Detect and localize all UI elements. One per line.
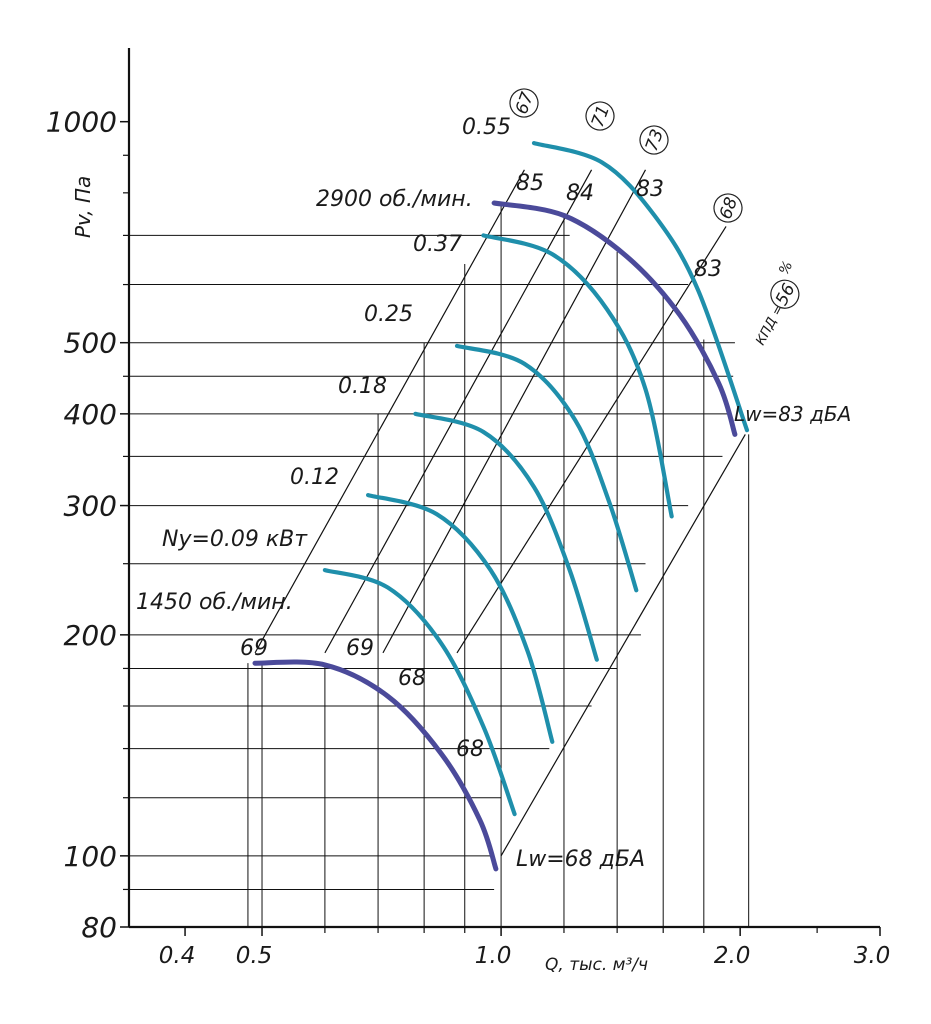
efficiency-marker-73: 73 [639, 125, 669, 155]
efficiency-label: КПД = 56 % [753, 259, 799, 348]
y-tick-label-400: 400 [64, 398, 117, 431]
sound-level-83-b: 83 [694, 257, 722, 282]
sound-level-84: 84 [566, 181, 594, 206]
y-axis-label: Pv, Па [71, 176, 95, 238]
x-tick-label-1.0: 1.0 [475, 943, 512, 969]
y-tick-label-100: 100 [64, 840, 117, 873]
power-curve-0.18 [413, 411, 599, 662]
sound-label-high: Lw=83 дБА [734, 402, 851, 426]
power-label-0.12: 0.12 [290, 465, 339, 490]
sound-level-85: 85 [516, 171, 544, 196]
speed-curve-1450.. [252, 659, 499, 872]
efficiency-line-68 [456, 226, 727, 654]
efficiency-unit: % [776, 259, 796, 278]
efficiency-marker-67: 67 [509, 88, 539, 118]
y-tick-label-1000: 1000 [46, 106, 117, 139]
efficiency-marker-68: 68 [713, 193, 743, 223]
x-tick-label-2.0: 2.0 [714, 943, 751, 969]
power-curve-0.12 [366, 493, 555, 744]
efficiency-line-56 [500, 434, 746, 857]
x-tick-label-0.4: 0.4 [159, 943, 196, 969]
sound-level-83-a: 83 [636, 177, 664, 202]
speed-curve-2900.. [491, 200, 738, 437]
sound-level-68-a: 68 [398, 666, 426, 691]
sound-label-low: Lw=68 дБА [516, 847, 645, 872]
y-tick-label-80: 80 [81, 911, 117, 944]
power-label-0.25: 0.25 [364, 302, 413, 327]
sound-level-69-a: 69 [240, 636, 268, 661]
power-curve-0.55 [531, 141, 750, 433]
x-axis-label: Q, тыс. м³/ч [545, 955, 648, 975]
power-label-0.18: 0.18 [338, 374, 387, 399]
efficiency-line-73 [382, 169, 647, 654]
power-label-0.55: 0.55 [462, 115, 511, 140]
x-tick-label-3.0: 3.0 [854, 943, 891, 969]
efficiency-line-67 [254, 169, 525, 654]
y-tick-label-500: 500 [64, 327, 117, 360]
x-tick-label-0.5: 0.5 [236, 943, 273, 969]
power-curve-0.37 [481, 233, 674, 519]
axis-ticks: 80 100 200 300 400 500 1000 0.4 0.5 1.0 2.0 3.0 [46, 106, 891, 969]
power-label-0.37: 0.37 [413, 232, 462, 257]
y-tick-label-300: 300 [64, 490, 117, 523]
performance-curves [252, 141, 750, 872]
sound-level-68-b: 68 [456, 737, 484, 762]
speed-label-1450: 1450 об./мин. [136, 590, 293, 615]
efficiency-marker-71: 71 [585, 101, 615, 131]
guide-lines [129, 202, 750, 927]
power-label-0.09: Ny=0.09 кВт [162, 527, 308, 552]
power-curve-0.09 [322, 568, 517, 817]
speed-label-2900: 2900 об./мин. [316, 187, 473, 212]
efficiency-prefix: КПД = [753, 302, 787, 348]
power-curve-0.25 [454, 343, 639, 593]
sound-level-69-b: 69 [346, 636, 374, 661]
y-tick-label-200: 200 [64, 619, 117, 652]
